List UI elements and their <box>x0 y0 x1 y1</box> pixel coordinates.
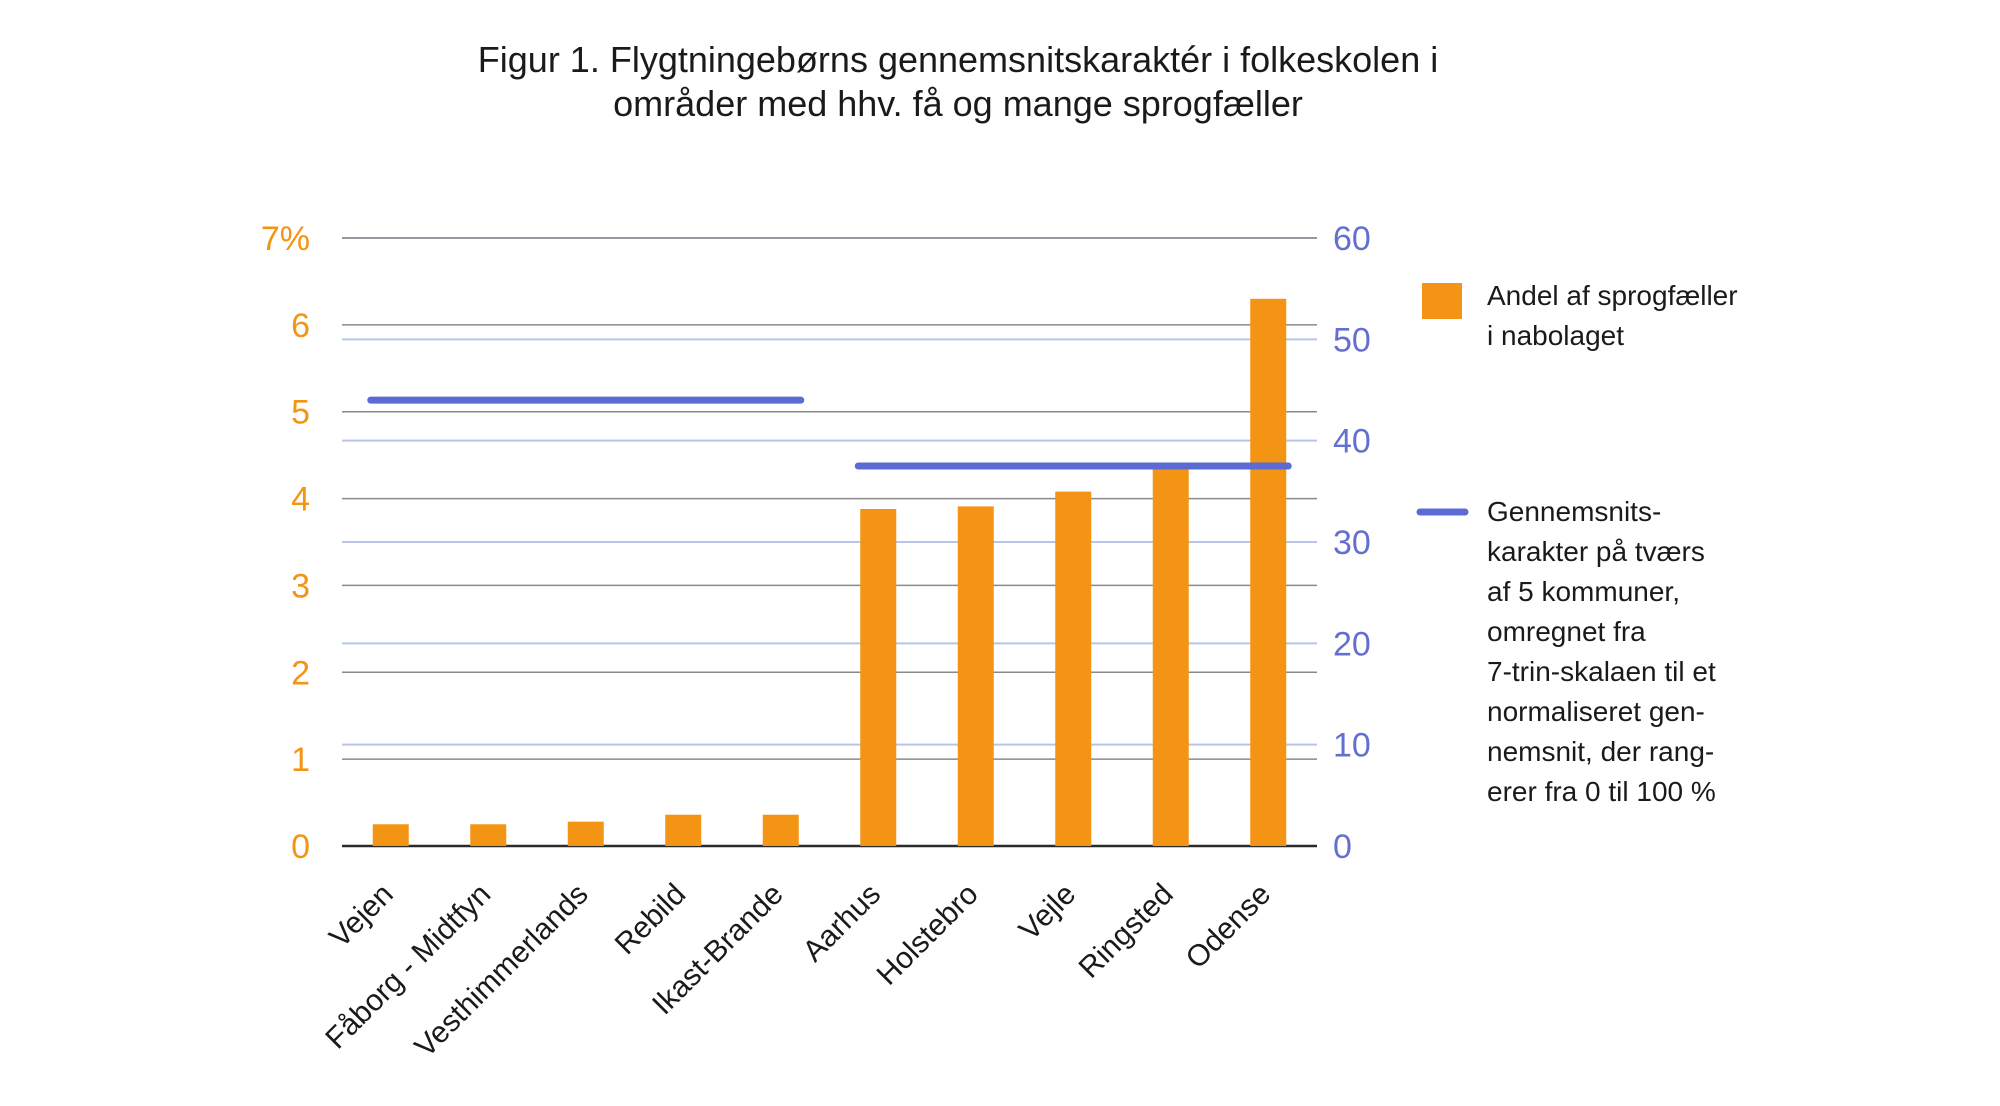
bar-5 <box>860 508 897 846</box>
right-y-axis: 0 10 20 30 40 50 60 <box>1333 220 1371 866</box>
right-tick-label-6: 60 <box>1333 220 1371 258</box>
bar-7 <box>1055 491 1092 846</box>
x-tick-label-6: Holstebro <box>871 878 985 992</box>
left-y-axis: 0 1 2 3 4 5 6 7% <box>261 220 310 866</box>
bar-6 <box>957 506 994 846</box>
bar-8 <box>1152 465 1189 846</box>
x-tick-label-7: Vejle <box>1013 878 1082 947</box>
chart-title-line-1: Figur 1. Flygtningebørns gennemsnitskara… <box>478 39 1438 80</box>
legend-line-label-line-8: erer fra 0 til 100 % <box>1487 776 1716 807</box>
legend-bar-label-line-1: Andel af sprogfæller <box>1487 280 1738 311</box>
legend-line-label-line-4: omregnet fra <box>1487 616 1646 647</box>
right-tick-label-2: 20 <box>1333 625 1371 663</box>
x-tick-label-8: Ringsted <box>1073 878 1180 985</box>
legend-line-label-line-5: 7-trin-skalaen til et <box>1487 656 1716 687</box>
legend-line-label-line-7: nemsnit, der rang- <box>1487 736 1714 767</box>
right-tick-label-1: 10 <box>1333 727 1371 765</box>
bar-4 <box>762 814 799 846</box>
left-tick-label-1: 1 <box>291 741 310 779</box>
x-tick-label-1: Fåborg - Midtfyn <box>319 878 497 1056</box>
legend-line-label-line-3: af 5 kommuner, <box>1487 576 1680 607</box>
legend-bar-label-line-2: i nabolaget <box>1487 320 1624 351</box>
bar-3 <box>665 814 702 846</box>
left-tick-label-7: 7% <box>261 220 310 258</box>
bar-2 <box>567 821 604 846</box>
left-tick-label-6: 6 <box>291 307 310 345</box>
x-tick-label-5: Aarhus <box>797 878 888 969</box>
chart-title-line-2: områder med hhv. få og mange sprogfæller <box>613 83 1303 124</box>
right-tick-label-4: 40 <box>1333 423 1371 461</box>
right-tick-label-3: 30 <box>1333 524 1371 562</box>
left-tick-label-2: 2 <box>291 654 310 692</box>
chart-title: Figur 1. Flygtningebørns gennemsnitskara… <box>478 39 1438 124</box>
right-tick-label-0: 0 <box>1333 828 1352 866</box>
left-tick-label-4: 4 <box>291 481 310 519</box>
left-tick-label-0: 0 <box>291 828 310 866</box>
bar-series <box>372 298 1287 846</box>
left-tick-label-5: 5 <box>291 394 310 432</box>
x-tick-label-3: Rebild <box>609 878 692 961</box>
x-tick-label-2: Vesthimmerlands <box>409 878 595 1064</box>
legend: Andel af sprogfæller i nabolaget Gennems… <box>1416 280 1738 807</box>
legend-line-label-line-6: normaliseret gen- <box>1487 696 1705 727</box>
bar-0 <box>372 824 409 846</box>
legend-bar-swatch <box>1422 283 1462 319</box>
x-tick-label-9: Odense <box>1180 878 1278 976</box>
bar-9 <box>1250 298 1287 846</box>
bar-1 <box>470 824 507 846</box>
x-tick-label-0: Vejen <box>323 878 399 954</box>
legend-line-label-line-1: Gennemsnits- <box>1487 496 1661 527</box>
left-tick-label-3: 3 <box>291 567 310 605</box>
right-tick-label-5: 50 <box>1333 321 1371 359</box>
line-series <box>367 396 1292 470</box>
legend-line-label-line-2: karakter på tværs <box>1487 536 1705 567</box>
